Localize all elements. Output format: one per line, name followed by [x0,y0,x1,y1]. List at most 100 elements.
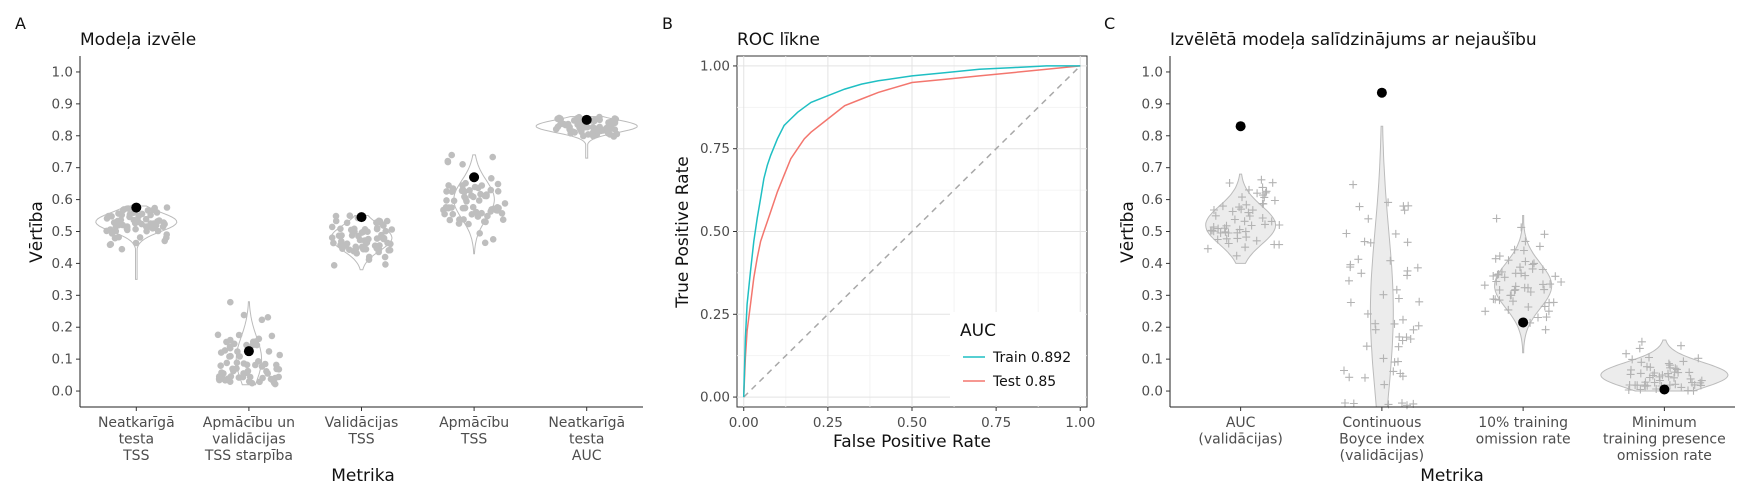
panelC-data-point [1557,278,1566,286]
panelC-data-point [1637,337,1646,346]
panelC-data-point [1402,333,1411,342]
panel-c-y-ticks: 0.0 0.1 0.2 0.3 0.4 0.5 0.6 0.7 0.8 0.9 1.0 [1142,64,1170,400]
panelC-violin [1369,125,1394,408]
panelA-data-point [461,204,469,212]
panelC-data-point [1221,227,1230,236]
panelC-data-point [1694,354,1703,363]
panel-b-x-tick-label: 0.25 [813,415,843,431]
panelC-data-point [1511,285,1520,294]
panelC-data-point [1261,188,1270,197]
panelC-data-point [1492,277,1501,286]
panelA-data-point [245,378,253,385]
panelA-selected-point [469,172,480,183]
panelC-data-point [1267,217,1276,226]
panelA-data-point [217,362,224,370]
panelC-data-point [1643,362,1651,371]
panelC-data-point [1345,373,1354,382]
panelC-data-point [1210,206,1218,214]
panelA-data-point [564,120,572,128]
panel-b-x-axis-title: False Positive Rate [833,432,991,452]
panelC-x-tick-label: 10% training [1478,415,1568,431]
panelC-data-point [1641,382,1650,391]
panelA-data-point [227,298,234,306]
panelA-data-point [118,245,126,253]
panelA-data-point [233,359,241,367]
panelA-data-point [346,212,354,219]
panelC-data-point [1622,349,1631,358]
panelA-y-tick-label: 0.9 [52,96,73,112]
panel-b-legend-title: AUC [960,321,996,341]
panelA-data-point [151,204,158,212]
panel-c-title: Izvēlētā modeļa salīdzinājums ar nejaušī… [1170,30,1537,50]
panelC-data-point [1540,302,1549,311]
panelA-x-tick-label: testa [569,432,604,448]
panelA-data-point [337,241,344,249]
panelA-data-point [449,210,457,218]
panelA-data-point [124,226,131,234]
panelA-data-point [364,228,371,235]
panelA-data-point [347,226,355,234]
panelA-data-point [475,197,483,204]
panelC-data-point [1495,252,1504,261]
panelC-data-point [1214,224,1223,233]
panelC-data-point [1664,359,1673,368]
panel-b-title: ROC līkne [737,30,820,50]
panel-b-y-tick-label: 0.50 [700,224,730,240]
panelA-data-point [118,211,126,219]
panelA-data-point [144,223,152,231]
panelA-data-point [384,239,391,247]
panelC-data-point [1245,212,1254,220]
panelA-data-point [255,335,263,343]
panelA-data-point [217,349,225,356]
panelA-data-point [478,182,486,189]
panelA-data-point [489,236,497,243]
panelC-y-tick-label: 0.3 [1142,288,1163,304]
panelC-data-point [1268,178,1277,187]
panelC-data-point [1395,332,1404,341]
panelA-data-point [455,220,463,227]
roc-line-train [742,65,1081,398]
panelC-data-point [1521,257,1530,266]
panelC-data-point [1364,214,1373,223]
panelC-data-point [1252,236,1261,245]
panelA-data-point [362,245,370,253]
panelC-data-point [1489,272,1498,280]
panelA-x-tick-label: TSS starpība [204,448,293,464]
panelA-data-point [571,129,578,136]
panelA-data-point [501,200,509,207]
panelA-data-point [489,153,497,161]
panel-b-lines [742,65,1081,398]
panelC-y-tick-label: 0.7 [1142,160,1163,176]
panelC-data-point [1242,233,1251,242]
panelA-data-point [376,242,383,249]
panelC-data-point [1371,319,1380,328]
panelA-data-point [365,235,372,243]
panelA-data-point [443,188,450,195]
panelC-data-point [1631,381,1640,390]
panelA-data-point [330,262,338,269]
panelA-data-point [337,225,344,233]
panelC-data-point [1275,240,1284,249]
panelA-data-point [487,186,495,194]
panelC-data-point [1524,303,1533,311]
panelC-data-point [1671,380,1680,389]
panelC-data-point [1248,206,1257,215]
panelC-data-point [1398,372,1407,381]
panelA-data-point [150,220,157,227]
panelA-x-tick-label: TSS [460,432,487,448]
panel-a-points [103,113,621,388]
panelC-data-point [1238,193,1246,202]
panelC-data-point [1510,245,1519,254]
panelC-data-point [1222,221,1231,230]
panelC-data-point [1259,199,1268,208]
panel-b-x-tick-label: 0.00 [729,415,759,431]
panel-b-x-tick-label: 0.50 [897,415,927,431]
panelA-data-point [466,187,473,194]
panelA-y-tick-label: 0.0 [52,384,73,400]
panelA-violin [95,205,178,280]
panelC-violin [1600,339,1729,392]
panelA-data-point [144,207,152,214]
panelA-data-point [476,230,484,237]
panelC-data-point [1414,321,1423,330]
